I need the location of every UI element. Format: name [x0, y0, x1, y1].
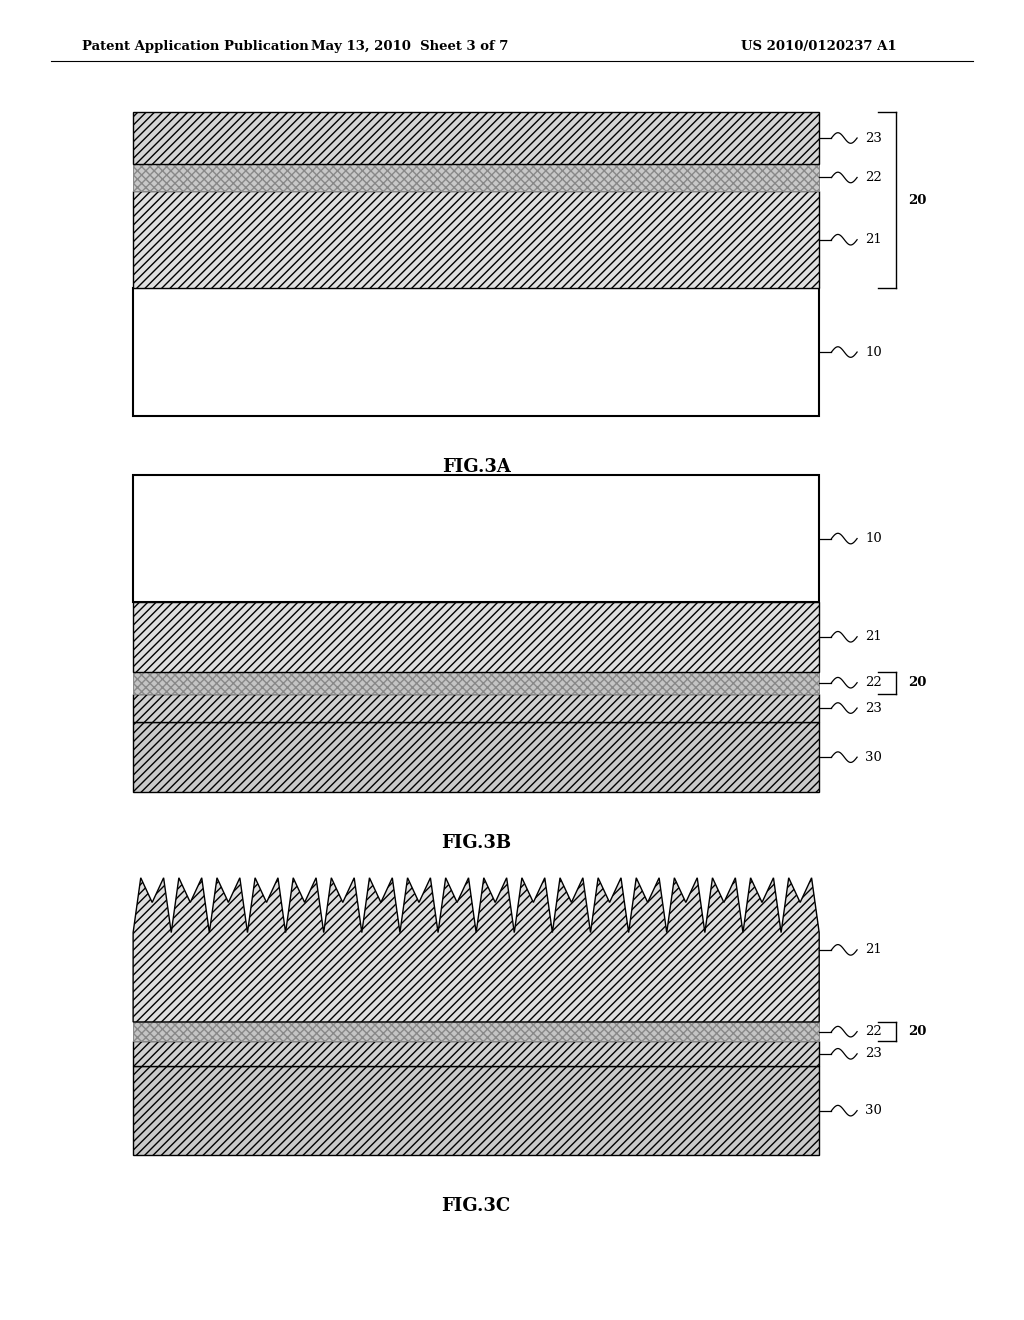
Text: 22: 22 [865, 172, 882, 183]
Polygon shape [133, 878, 819, 1022]
Bar [133, 1067, 819, 1155]
Bar [133, 722, 819, 792]
Text: 21: 21 [865, 944, 882, 957]
Bar [133, 1041, 819, 1067]
Bar [133, 602, 819, 672]
Text: 21: 21 [865, 234, 882, 247]
Text: 20: 20 [908, 194, 927, 207]
Bar [133, 112, 819, 164]
Text: May 13, 2010  Sheet 3 of 7: May 13, 2010 Sheet 3 of 7 [311, 40, 508, 53]
Text: 23: 23 [865, 701, 882, 714]
Text: FIG.3B: FIG.3B [441, 834, 511, 853]
Bar [133, 191, 819, 288]
Text: 23: 23 [865, 132, 882, 144]
Text: FIG.3C: FIG.3C [441, 1197, 511, 1216]
Text: 21: 21 [865, 630, 882, 643]
Text: 30: 30 [865, 1104, 882, 1117]
Text: 22: 22 [865, 676, 882, 689]
Text: 20: 20 [908, 1026, 927, 1038]
Bar [133, 475, 819, 602]
Text: 10: 10 [865, 532, 882, 545]
Bar [133, 288, 819, 416]
Text: 30: 30 [865, 751, 882, 764]
Text: 10: 10 [865, 346, 882, 359]
Text: US 2010/0120237 A1: US 2010/0120237 A1 [741, 40, 897, 53]
Bar [133, 1022, 819, 1041]
Bar [133, 672, 819, 694]
Bar [133, 694, 819, 722]
Text: FIG.3A: FIG.3A [441, 458, 511, 477]
Text: 22: 22 [865, 1026, 882, 1038]
Text: 20: 20 [908, 676, 927, 689]
Text: 23: 23 [865, 1047, 882, 1060]
Text: Patent Application Publication: Patent Application Publication [82, 40, 308, 53]
Bar [133, 164, 819, 191]
